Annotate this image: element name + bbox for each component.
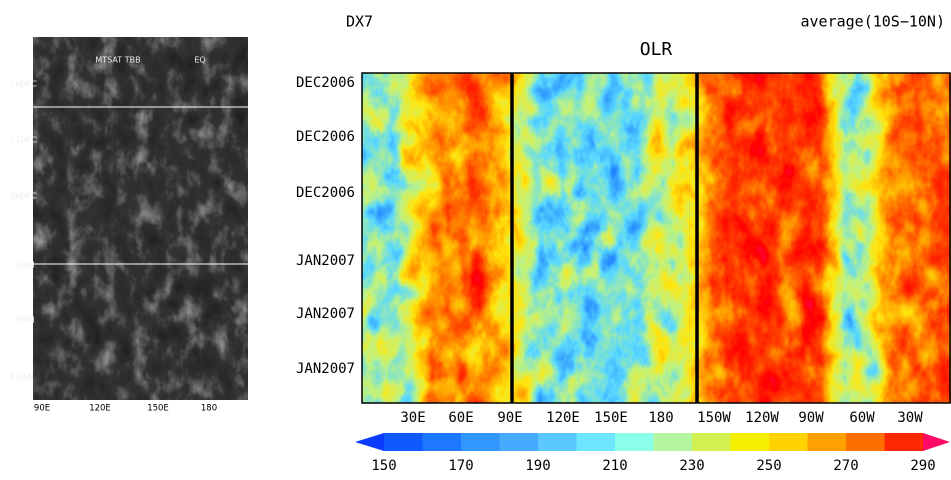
y-label: 6JAN (16, 316, 35, 325)
olr-field (362, 73, 951, 403)
colorbar-cell (576, 433, 616, 451)
colorbar-cell (653, 433, 693, 451)
header-left: DX7 (346, 13, 373, 31)
x-label: 90E (497, 410, 522, 426)
colorbar-label: 210 (602, 458, 627, 474)
x-label: 60E (448, 410, 473, 426)
x-label: 150W (697, 410, 731, 426)
y-label: DEC2006 (296, 129, 355, 145)
colorbar-cell (807, 433, 847, 451)
x-label: 120E (89, 404, 111, 414)
colorbar-cell (461, 433, 500, 451)
colorbar-label: 250 (756, 458, 781, 474)
header-right: average(10S−10N) (801, 13, 946, 31)
y-label: DEC2006 (296, 75, 355, 91)
x-label: 180 (648, 410, 673, 426)
colorbar-cell (769, 433, 808, 451)
x-label: 30W (897, 410, 923, 426)
colorbar-cell (422, 433, 462, 451)
satellite-title-right: EQ (194, 56, 205, 65)
plot-frame (361, 72, 951, 404)
colorbar-label: 290 (910, 458, 935, 474)
colorbar-arrow (923, 433, 950, 451)
colorbar-cell (692, 433, 731, 451)
x-label: 120E (546, 410, 580, 426)
y-label: 16DEC (10, 80, 37, 89)
y-label: JAN2007 (296, 306, 355, 322)
colorbar-cell (615, 433, 654, 451)
y-label: 21DEC (10, 136, 37, 145)
colorbar-label: 170 (448, 458, 473, 474)
y-label: JAN2007 (296, 361, 355, 377)
colorbar-cell (730, 433, 770, 451)
y-label: JAN2007 (296, 253, 355, 269)
y-label: 11JAN (10, 373, 34, 382)
x-label: 30E (400, 410, 425, 426)
colorbar-label: 270 (833, 458, 858, 474)
satellite-title: MTSAT TBB (95, 56, 140, 65)
x-label: 150E (147, 404, 169, 414)
colorbar-cell (384, 433, 423, 451)
colorbar-cell (884, 433, 924, 451)
colorbar-cell (538, 433, 577, 451)
y-label: 1JAN (16, 261, 35, 270)
x-label: 60W (849, 410, 875, 426)
colorbar-label: 190 (525, 458, 550, 474)
satellite-texture (33, 37, 248, 400)
x-label: 120W (745, 410, 779, 426)
colorbar-label: 230 (679, 458, 704, 474)
colorbar-cell (846, 433, 885, 451)
x-label: 90E (34, 404, 50, 414)
colorbar-label: 150 (371, 458, 396, 474)
colorbar-cell (499, 433, 539, 451)
colorbar (355, 433, 950, 451)
title: OLR (640, 39, 673, 60)
colorbar-arrow (355, 433, 384, 451)
x-label: 150E (594, 410, 628, 426)
x-label: 90W (798, 410, 824, 426)
x-label: 180 (201, 404, 217, 414)
y-label: DEC2006 (296, 185, 355, 201)
y-label: 26DEC (10, 192, 37, 201)
